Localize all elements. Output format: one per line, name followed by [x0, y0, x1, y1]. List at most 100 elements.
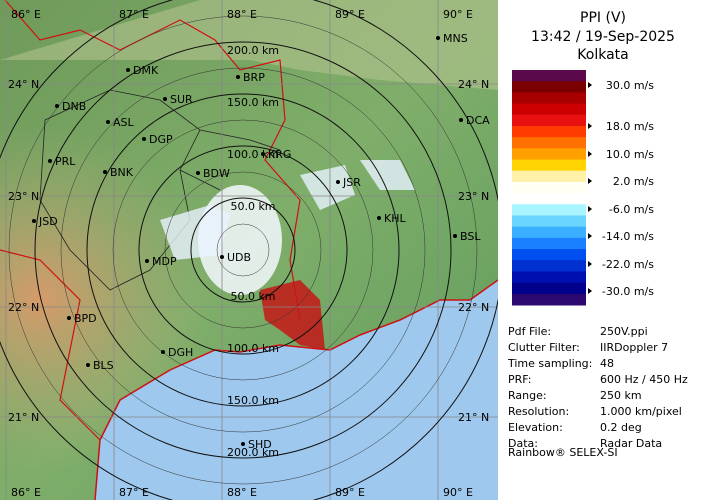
legend-tick: [588, 288, 592, 294]
city-dot: [106, 120, 110, 124]
legend-label: 10.0 m/s: [606, 148, 654, 161]
color-step: [512, 81, 586, 93]
lat-label-left: 21° N: [8, 411, 39, 424]
legend-tick: [588, 261, 592, 267]
info-label: Resolution:: [508, 405, 569, 418]
legend-tick: [588, 82, 592, 88]
city-label: JSR: [342, 176, 361, 189]
info-value: 1.000 km/pixel: [600, 405, 682, 418]
footer: Rainbow® SELEX-SI: [508, 446, 618, 459]
info-value: Radar Data: [600, 437, 662, 450]
city-dot: [32, 219, 36, 223]
city-label: DGP: [149, 133, 173, 146]
range-rings: [0, 0, 498, 500]
city-dot: [220, 255, 224, 259]
color-step: [512, 181, 586, 194]
city-label: BNK: [110, 166, 134, 179]
range-ring-minor: [60, 67, 426, 433]
color-step: [512, 137, 586, 149]
sea: [95, 280, 498, 500]
city-dot: [261, 152, 265, 156]
legend-tick: [588, 233, 592, 239]
lon-label-top: 90° E: [443, 8, 473, 21]
city-label: KRG: [268, 148, 291, 161]
city-dot: [86, 363, 90, 367]
lat-label-left: 22° N: [8, 301, 39, 314]
info-label: Range:: [508, 389, 547, 402]
city-label: KHL: [384, 212, 406, 225]
lat-label-right: 22° N: [458, 301, 489, 314]
grid: [0, 0, 498, 500]
color-step: [512, 293, 586, 306]
color-step: [512, 193, 586, 205]
range-ring: [86, 93, 400, 407]
city-dot: [241, 442, 245, 446]
lon-label-bottom: 88° E: [227, 486, 257, 499]
city-dot: [163, 97, 167, 101]
city-label: PRL: [55, 155, 76, 168]
lon-label-top: 87° E: [119, 8, 149, 21]
city-label: MNS: [443, 32, 468, 45]
lon-label-top: 89° E: [335, 8, 365, 21]
title: PPI (V): [580, 10, 626, 26]
legend-tick: [588, 123, 592, 129]
range-label: 50.0 km: [230, 290, 275, 303]
info-label: Data:: [508, 437, 538, 450]
info-list: Pdf File: 250V.ppi Clutter Filter: IIRDoppl…: [507, 325, 688, 450]
color-step: [512, 282, 586, 295]
city-dot: [145, 259, 149, 263]
info-label: Clutter Filter:: [508, 341, 580, 354]
state-borders: [0, 0, 301, 441]
lat-label-left: 23° N: [8, 190, 39, 203]
color-step: [512, 170, 586, 183]
info-panel: PPI (V) 13:42 / 19-Sep-2025 Kolkata 30.0…: [498, 0, 706, 500]
info-label: Pdf File:: [508, 325, 551, 338]
range-ring: [138, 145, 348, 355]
city-dot: [436, 36, 440, 40]
color-step: [512, 237, 586, 250]
range-ring-minor: [112, 119, 374, 381]
range-ring-minor: [164, 171, 322, 329]
color-step: [512, 70, 586, 82]
info-label: Time sampling:: [507, 357, 592, 370]
radar-map: 86° E 86° E 87° E 87° E 88° E 88° E 89° E 89° E…: [0, 0, 498, 500]
city-dot: [196, 171, 200, 175]
city-label: SHD: [248, 438, 272, 451]
city-dot: [459, 118, 463, 122]
city-label: BRP: [243, 71, 265, 84]
city-label: BPD: [74, 312, 97, 325]
info-value: 0.2 deg: [600, 421, 642, 434]
legend-tick: [588, 206, 592, 212]
city-label: ASL: [113, 116, 135, 129]
info-value: 250V.ppi: [600, 325, 648, 338]
city-label: MDP: [152, 255, 177, 268]
city-label: SUR: [170, 93, 193, 106]
city-label: UDB: [227, 251, 251, 264]
city-dot: [55, 104, 59, 108]
color-step: [512, 159, 586, 172]
lat-label-right: 23° N: [458, 190, 489, 203]
color-step: [512, 204, 586, 216]
city-dot: [142, 137, 146, 141]
city-dot: [161, 350, 165, 354]
lat-label-right: 24° N: [458, 78, 489, 91]
range-ring: [190, 197, 296, 303]
legend-label: 2.0 m/s: [613, 175, 654, 188]
echo-red: [260, 280, 325, 350]
range-label: 200.0 km: [227, 446, 279, 459]
lon-label-bottom: 90° E: [443, 486, 473, 499]
legend-label: 18.0 m/s: [606, 120, 654, 133]
city-label: DNB: [62, 100, 86, 113]
city-label: JSD: [38, 215, 58, 228]
legend-label: -6.0 m/s: [609, 203, 654, 216]
lon-label-top: 88° E: [227, 8, 257, 21]
echo: [160, 160, 415, 260]
color-step: [512, 271, 586, 284]
map-labels: 86° E 86° E 87° E 87° E 88° E 88° E 89° E 89° E…: [8, 8, 490, 499]
info-value: IIRDoppler 7: [600, 341, 668, 354]
range-label: 100.0 km: [227, 148, 279, 161]
color-step: [512, 226, 586, 239]
lon-label-top: 86° E: [11, 8, 41, 21]
city-dot: [48, 159, 52, 163]
